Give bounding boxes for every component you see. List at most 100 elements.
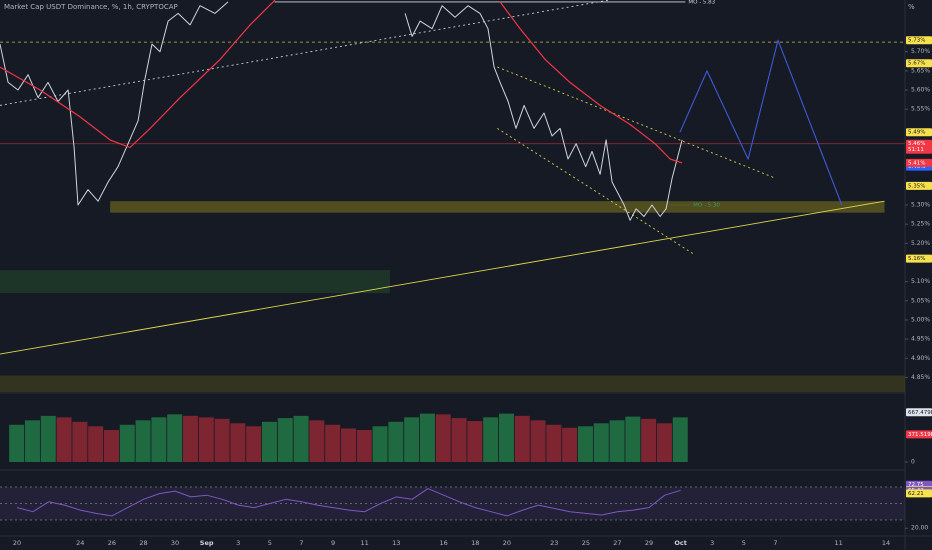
x-tick-label: 5 bbox=[268, 539, 272, 547]
volume-bar bbox=[388, 421, 404, 462]
volume-bar bbox=[309, 420, 325, 462]
x-tick-label: 20 bbox=[13, 539, 21, 547]
price-badge bbox=[906, 430, 932, 439]
volume-bar bbox=[340, 428, 356, 462]
x-tick-label: 24 bbox=[76, 539, 84, 547]
x-tick-label: 13 bbox=[392, 539, 400, 547]
trendline bbox=[0, 0, 610, 106]
forecast-path bbox=[679, 39, 843, 206]
volume-bar bbox=[167, 414, 183, 462]
volume-bar bbox=[198, 417, 214, 462]
trendline bbox=[0, 200, 885, 355]
volume-bar bbox=[451, 418, 467, 462]
volume-bar bbox=[483, 417, 499, 462]
volume-bar bbox=[577, 426, 593, 462]
x-tick-label: 3 bbox=[236, 539, 240, 547]
volume-bar bbox=[293, 415, 309, 462]
x-tick-label: Sep bbox=[200, 539, 214, 547]
volume-bar bbox=[182, 415, 198, 462]
x-tick-label: 29 bbox=[645, 539, 653, 547]
volume-bar bbox=[119, 424, 135, 462]
x-tick-label: 18 bbox=[471, 539, 479, 547]
price-badge-label: 667.479B bbox=[908, 410, 932, 416]
volume-bar bbox=[230, 423, 246, 462]
x-tick-label: 7 bbox=[773, 539, 777, 547]
price-badge-label: 5.41% bbox=[908, 160, 925, 166]
trendline bbox=[497, 127, 696, 256]
volume-bar bbox=[498, 413, 514, 462]
y-tick-label: 5.55% bbox=[911, 106, 930, 113]
x-tick-label: 26 bbox=[108, 539, 116, 547]
x-tick-label: 5 bbox=[742, 539, 746, 547]
price-badge-label: 5.16% bbox=[908, 256, 925, 262]
x-tick-label: Oct bbox=[674, 539, 687, 547]
volume-bar bbox=[435, 414, 451, 462]
y-tick-label: 4.85% bbox=[911, 374, 930, 381]
x-tick-label: 27 bbox=[613, 539, 621, 547]
y-tick-label: 0 bbox=[911, 459, 915, 466]
volume-bar bbox=[214, 418, 230, 462]
x-tick-label: 28 bbox=[139, 539, 147, 547]
price-badge bbox=[906, 181, 932, 190]
pane bbox=[0, 0, 905, 392]
volume-bar bbox=[135, 420, 151, 462]
price-badge-label: 5.40% bbox=[908, 164, 925, 170]
volume-bar bbox=[40, 415, 56, 462]
volume-bar bbox=[641, 418, 657, 462]
volume-bar bbox=[467, 421, 483, 462]
zone bbox=[0, 270, 390, 294]
y-tick-label: 5.05% bbox=[911, 297, 930, 304]
volume-bar bbox=[151, 417, 167, 462]
price-badge-label: 5.67% bbox=[908, 61, 925, 67]
price-badge-label: 5.73% bbox=[908, 38, 925, 44]
volume-bar bbox=[72, 421, 88, 462]
volume-bar bbox=[56, 417, 72, 462]
volume-bar bbox=[672, 417, 688, 462]
volume-bar bbox=[372, 426, 388, 462]
volume-bar bbox=[514, 415, 530, 462]
volume-bar bbox=[277, 418, 293, 462]
price-badge-label: 371.519B bbox=[908, 432, 932, 438]
y-tick-label: 5.20% bbox=[911, 240, 930, 247]
price-badge bbox=[906, 158, 932, 167]
price-badge-label: 62.21 bbox=[908, 491, 924, 497]
volume-bar bbox=[625, 416, 641, 462]
volume-bar bbox=[88, 426, 104, 462]
y-tick-label: 5.70% bbox=[911, 48, 930, 55]
volume-bar bbox=[404, 417, 420, 462]
pane bbox=[0, 486, 905, 521]
x-tick-label: 20 bbox=[503, 539, 511, 547]
y-tick-label: 5.25% bbox=[911, 221, 930, 228]
price-badge-label: 72.75 bbox=[908, 482, 924, 488]
price-badge bbox=[906, 489, 932, 498]
x-tick-label: 16 bbox=[440, 539, 448, 547]
volume-bar bbox=[103, 429, 119, 462]
x-tick-label: 7 bbox=[299, 539, 303, 547]
level-label: MO - 5.83 bbox=[688, 0, 715, 5]
series-line bbox=[16, 488, 681, 517]
x-tick-label: 3 bbox=[710, 539, 714, 547]
price-badge bbox=[906, 254, 932, 263]
volume-bar bbox=[356, 429, 372, 462]
volume-bar bbox=[546, 424, 562, 462]
level-label: MO - 5.30 bbox=[693, 203, 720, 209]
x-tick-label: 14 bbox=[882, 539, 890, 547]
price-badge bbox=[906, 128, 932, 137]
volume-bar bbox=[246, 426, 262, 462]
y-tick-label: 5.60% bbox=[911, 87, 930, 94]
x-tick-label: 9 bbox=[331, 539, 335, 547]
volume-bar bbox=[656, 423, 672, 462]
zone bbox=[110, 201, 885, 213]
price-badge bbox=[906, 139, 932, 154]
countdown-label: 51:11 bbox=[908, 147, 924, 153]
price-badge-label: 5.35% bbox=[908, 183, 925, 189]
y-tick-label: 5.65% bbox=[911, 67, 930, 74]
y-tick-label: 5.30% bbox=[911, 202, 930, 209]
chart-title: Market Cap USDT Dominance, %, 1h, CRYPTO… bbox=[4, 3, 178, 11]
price-badge bbox=[906, 36, 932, 45]
pane bbox=[9, 413, 688, 462]
price-badge-label: 5.49% bbox=[908, 130, 925, 136]
volume-bar bbox=[419, 413, 435, 462]
x-tick-label: 23 bbox=[550, 539, 558, 547]
